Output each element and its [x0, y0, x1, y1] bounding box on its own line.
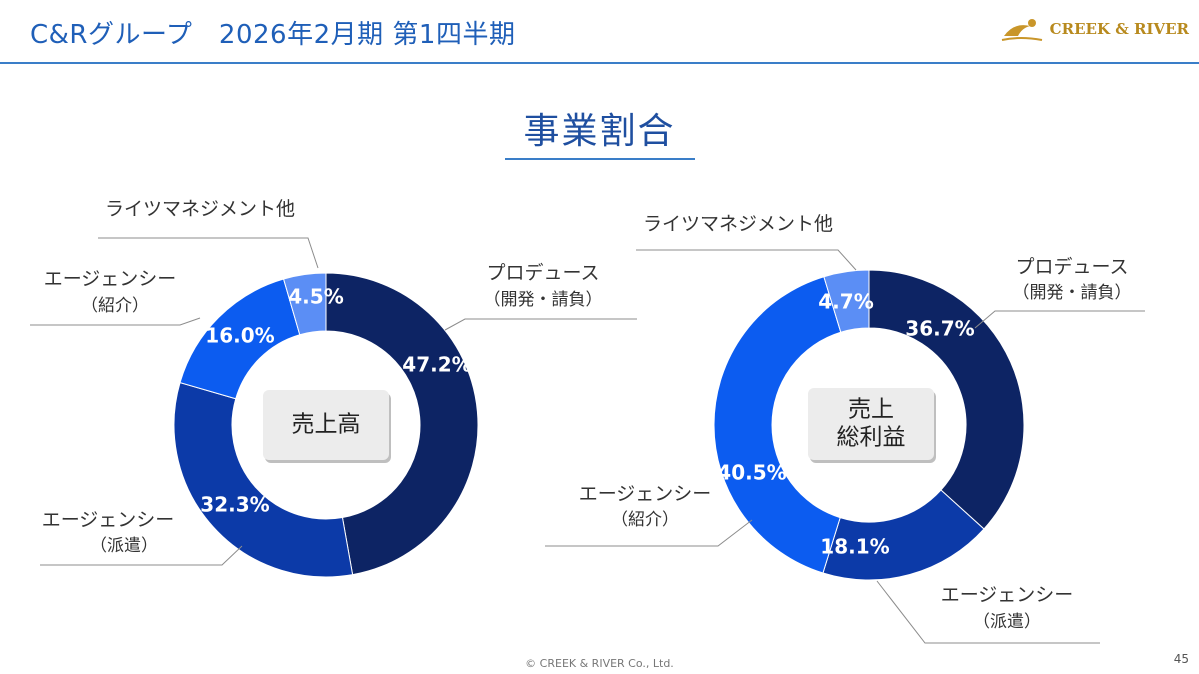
category-label-agency-referral: エージェンシー	[44, 268, 177, 290]
leader-line-rights-management	[98, 237, 319, 269]
section-title-underline	[505, 158, 695, 160]
donut-slice-rights-management	[282, 272, 327, 336]
value-label-rights-management: 4.5%	[288, 285, 343, 309]
donut-chart-2: プロデュース （開発・請負） エージェンシー （派遣） エージェンシー （紹介） ライツマネ…	[545, 213, 1145, 644]
page-number: 45	[1173, 652, 1189, 666]
donut-slice-produce	[868, 269, 1025, 530]
header-divider	[0, 62, 1199, 64]
donut-slice-agency-dispatch	[173, 381, 354, 578]
center-box	[263, 390, 389, 460]
logo-bird-icon	[1001, 19, 1042, 41]
value-label-produce: 36.7%	[905, 317, 974, 341]
value-label-agency-referral: 40.5%	[717, 461, 786, 485]
leader-line-agency-referral	[30, 317, 201, 326]
copyright-footer: © CREEK & RIVER Co., Ltd.	[525, 657, 674, 670]
company-logo: CREEK & RIVER	[1000, 14, 1189, 44]
center-label: 総利益	[837, 425, 906, 451]
leader-line-produce	[444, 318, 637, 331]
leader-line-agency-dispatch	[40, 545, 243, 566]
category-label-rights-management: ライツマネジメント他	[643, 213, 833, 235]
page-title: C&Rグループ 2026年2月期 第1四半期	[30, 20, 516, 50]
section-title: 事業割合	[523, 111, 676, 152]
donut-chart-1: プロデュース （開発・請負） エージェンシー （派遣） エージェンシー （紹介） ライツマネ…	[30, 198, 637, 578]
category-label-agency-dispatch: （派遣）	[90, 536, 158, 556]
category-label-agency-dispatch: エージェンシー	[941, 584, 1074, 606]
center-box	[808, 388, 934, 460]
logo-text: CREEK & RIVER	[1049, 20, 1189, 38]
category-label-agency-referral: エージェンシー	[579, 483, 712, 505]
category-label-rights-management: ライツマネジメント他	[105, 198, 295, 220]
value-label-agency-dispatch: 18.1%	[820, 535, 889, 559]
category-label-produce: （開発・請負）	[484, 290, 603, 310]
leader-line-rights-management	[636, 249, 857, 271]
donut-slice-rights-management	[823, 269, 870, 333]
leader-line-agency-referral	[545, 519, 753, 547]
center-label: 売上	[848, 397, 894, 423]
category-label-agency-dispatch: （派遣）	[973, 612, 1041, 632]
category-label-agency-dispatch: エージェンシー	[42, 509, 175, 531]
category-label-produce: プロデュース	[486, 262, 599, 284]
center-label: 売上高	[292, 412, 361, 438]
donut-slice-produce	[325, 272, 479, 576]
category-label-produce: プロデュース	[1015, 256, 1128, 278]
category-label-agency-referral: （紹介）	[81, 296, 149, 316]
value-label-rights-management: 4.7%	[818, 290, 873, 314]
category-label-agency-referral: （紹介）	[611, 510, 679, 530]
value-label-agency-dispatch: 32.3%	[200, 493, 269, 517]
leader-line-agency-dispatch	[876, 580, 1100, 644]
value-label-agency-referral: 16.0%	[205, 324, 274, 348]
category-label-produce: （開発・請負）	[1013, 283, 1132, 303]
donut-slice-agency-referral	[713, 276, 842, 574]
leader-line-produce	[974, 310, 1145, 329]
value-label-produce: 47.2%	[402, 353, 471, 377]
